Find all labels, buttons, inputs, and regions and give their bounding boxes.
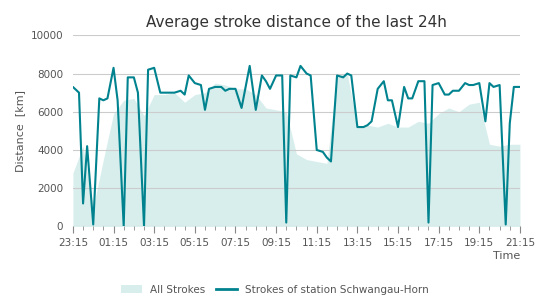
Y-axis label: Distance  [km]: Distance [km] <box>15 90 25 172</box>
Legend: All Strokes, Strokes of station Schwangau-Horn: All Strokes, Strokes of station Schwanga… <box>118 281 432 298</box>
Title: Average stroke distance of the last 24h: Average stroke distance of the last 24h <box>146 15 447 30</box>
X-axis label: Time: Time <box>493 251 520 261</box>
